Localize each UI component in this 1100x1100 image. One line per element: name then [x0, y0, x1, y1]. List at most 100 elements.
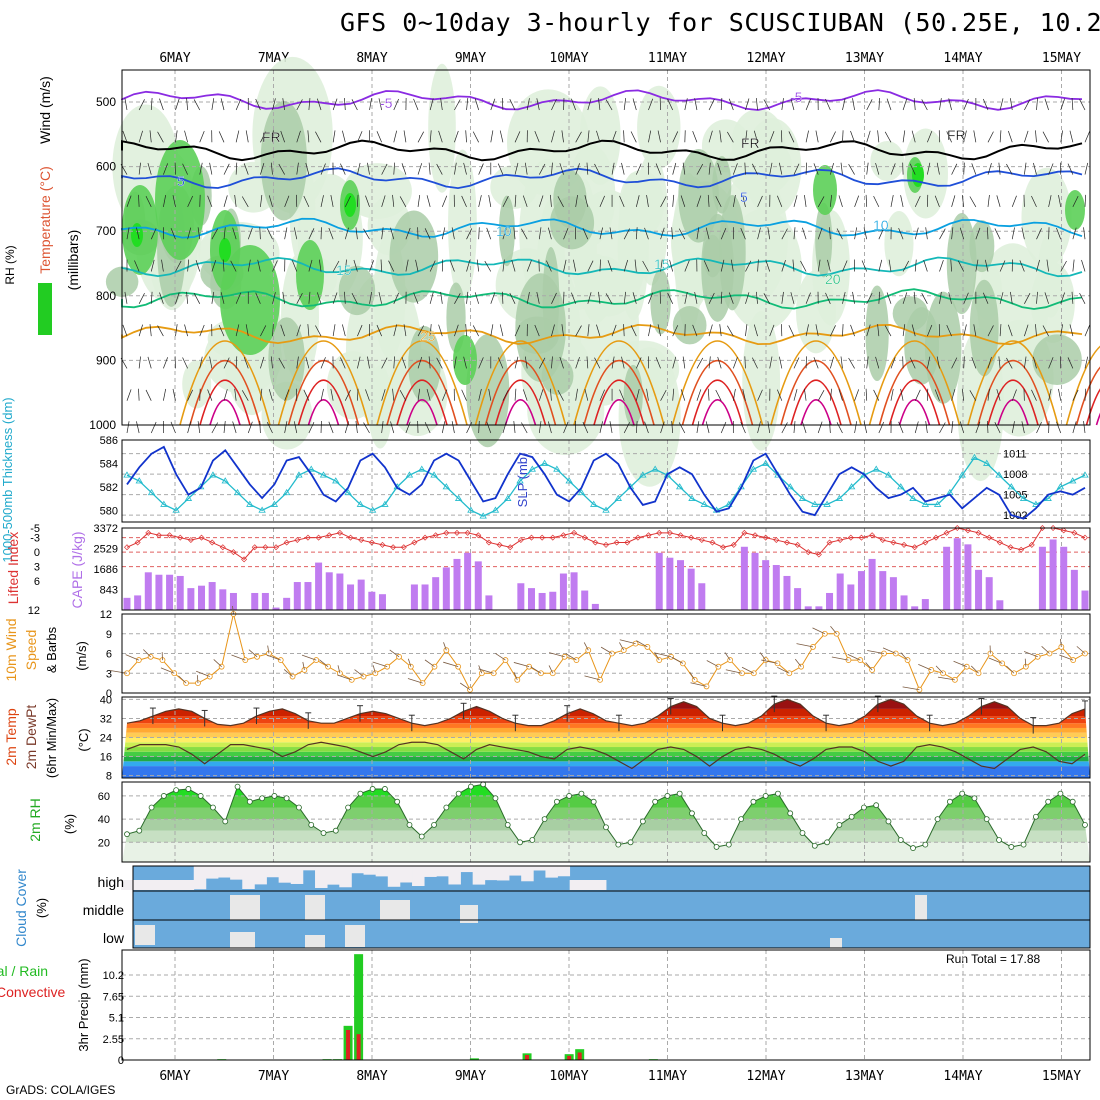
wind-barb: [211, 228, 219, 240]
wind-barb: [999, 98, 1004, 111]
cape-bar: [464, 552, 472, 610]
wind-barb: [138, 99, 145, 111]
data-point: [709, 539, 716, 546]
wind-barb: [538, 389, 544, 401]
y-tick-label-left: 582: [100, 482, 118, 494]
wind-barb: [235, 292, 242, 304]
wind-barb: [875, 356, 880, 369]
wind-barb: [1060, 130, 1063, 143]
wind-barb: [1084, 356, 1089, 369]
wind-barb: [999, 324, 1002, 337]
data-point: [347, 534, 354, 541]
data-point: [336, 529, 343, 536]
wind-barb: [587, 260, 594, 272]
wind-barb: [599, 389, 605, 401]
wind-barb: [724, 652, 731, 661]
wind-barb: [393, 130, 398, 143]
data-point: [345, 804, 351, 811]
cape-bar: [996, 600, 1004, 610]
y-tick-label: 700: [96, 224, 116, 238]
wind-barb: [939, 422, 946, 434]
wind-barb: [1008, 324, 1013, 337]
cape-bar: [687, 568, 695, 610]
data-point: [1056, 483, 1065, 490]
wind-barb: [138, 324, 143, 337]
cape-bar: [740, 546, 748, 610]
wind-barb: [378, 98, 382, 111]
wind-barb: [672, 162, 677, 175]
data-point: [970, 453, 979, 460]
cloud-gap: [351, 866, 364, 874]
wind-barb: [474, 292, 480, 304]
wind-barb: [623, 259, 629, 272]
data-point: [901, 541, 908, 548]
wind-barb: [307, 130, 310, 143]
surface-isotherm: [671, 340, 764, 426]
wind-barb: [684, 98, 688, 111]
wind-barb: [426, 389, 431, 401]
wind-barb: [1060, 638, 1062, 647]
data-point: [1008, 844, 1015, 850]
wind-barb: [778, 356, 783, 369]
wind-barb: [488, 195, 492, 207]
data-point: [233, 488, 242, 496]
wind-barb: [987, 356, 992, 369]
wind-barb: [1036, 291, 1038, 304]
data-point: [578, 790, 585, 797]
wind-barb: [157, 131, 164, 143]
cape-bar: [549, 591, 557, 610]
precip-total-bar: [469, 1058, 479, 1060]
data-point: [1081, 471, 1089, 478]
rh2m-axis-title: 2m RH: [27, 798, 43, 842]
cape-bar: [559, 573, 567, 610]
wind-barb: [902, 324, 906, 337]
wind-barb: [829, 421, 831, 434]
wind-barb: [372, 665, 376, 674]
data-point: [422, 534, 429, 541]
wind-barb: [635, 388, 640, 401]
wind-barb: [777, 195, 783, 208]
data-point: [560, 532, 567, 539]
cape-bar: [804, 606, 812, 610]
wind-barb: [436, 163, 443, 175]
data-point: [922, 539, 929, 546]
cape-bar: [783, 575, 791, 610]
wind-barb: [138, 162, 141, 175]
wind-barb: [829, 194, 832, 207]
wind-barb: [563, 259, 567, 272]
wind-barb: [353, 259, 358, 272]
wind-barb: [351, 99, 358, 111]
data-point: [418, 833, 425, 840]
wind-barb: [861, 260, 868, 272]
wind-barb: [745, 260, 752, 272]
wind-barb: [987, 325, 994, 337]
cloud-gap: [133, 880, 146, 890]
wind-barb: [283, 669, 293, 677]
slp-axis-title: SLP (mb): [515, 453, 530, 508]
data-point: [700, 500, 708, 507]
wind-barb: [1069, 130, 1074, 143]
wind-barb: [223, 195, 228, 207]
data-point: [540, 459, 549, 466]
data-point: [1019, 494, 1028, 501]
wind-barb: [987, 163, 992, 175]
wind-barb: [596, 324, 601, 337]
wind-barb: [648, 98, 654, 111]
wind-barb: [866, 324, 871, 337]
wind-barb: [332, 130, 336, 143]
wind-barb: [596, 130, 601, 143]
wind-barb: [898, 227, 904, 240]
rh-blob: [903, 128, 948, 219]
cape-bar: [868, 558, 876, 610]
wind-barb: [584, 675, 601, 681]
contour-label: FR: [262, 129, 281, 145]
data-point: [454, 494, 463, 501]
wind-barb: [867, 650, 885, 654]
data-point: [811, 842, 818, 849]
wind-barb: [355, 421, 358, 434]
x-tick-label-bottom: 13MAY: [845, 1069, 884, 1084]
surface-isotherm: [189, 360, 261, 426]
surface-isotherm: [494, 379, 547, 426]
wind-barb: [172, 388, 176, 401]
wind-barb: [646, 194, 649, 207]
